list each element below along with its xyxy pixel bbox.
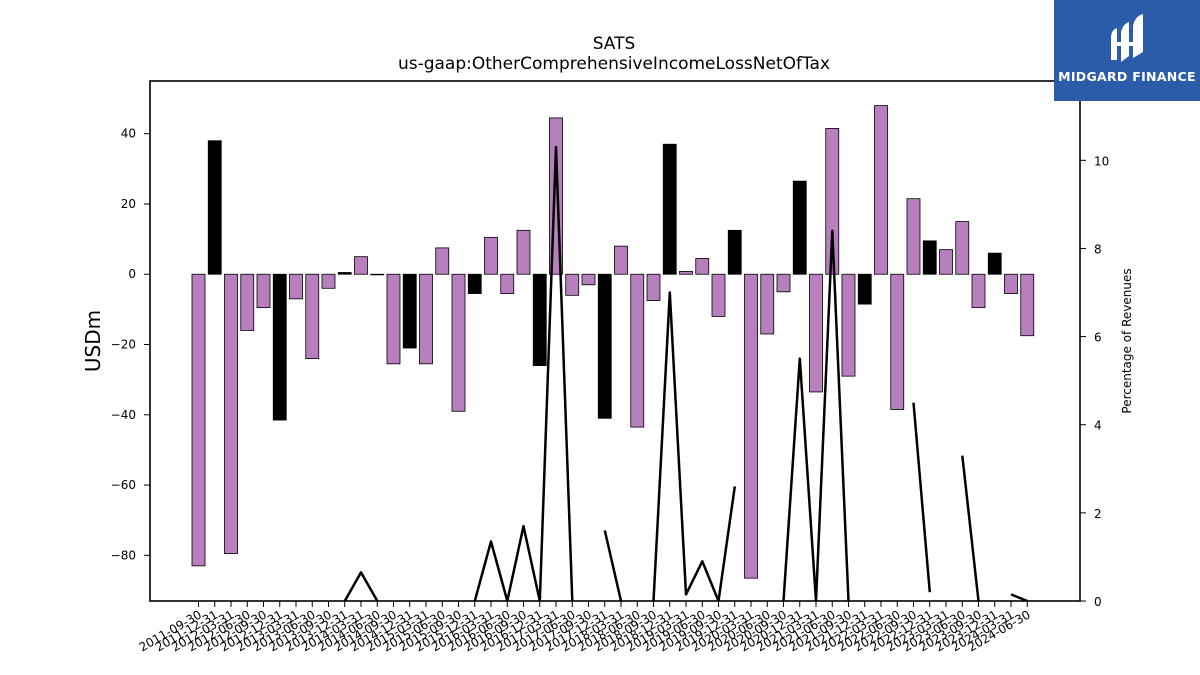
- bar: [467, 273, 482, 294]
- bar: [809, 273, 823, 393]
- bar: [224, 273, 238, 554]
- bar: [792, 180, 807, 275]
- bar: [207, 140, 222, 275]
- bar: [711, 273, 726, 317]
- bar: [939, 249, 953, 275]
- bar: [402, 273, 417, 349]
- bar: [240, 273, 255, 331]
- y2-axis: 0 2 4 6 8 10: [1080, 154, 1109, 609]
- y-tick-label: −60: [111, 478, 136, 492]
- bar: [614, 245, 628, 275]
- bar: [256, 273, 271, 309]
- bar: [857, 273, 872, 305]
- bar: [825, 128, 840, 275]
- bar: [516, 229, 531, 275]
- bar: [906, 198, 921, 275]
- percent-line-path: [343, 145, 1028, 601]
- bar: [272, 273, 287, 421]
- bar: [1004, 273, 1018, 294]
- bar: [565, 273, 580, 296]
- bar: [435, 247, 450, 275]
- y-axis-label: USDm: [81, 310, 105, 372]
- bar: [1020, 273, 1035, 337]
- bar: [971, 273, 986, 309]
- midgard-finance-logo: MIDGARD FINANCE: [1054, 0, 1200, 101]
- y-tick-label: 20: [121, 197, 136, 211]
- bar: [874, 105, 888, 275]
- y-tick-label: −40: [111, 408, 136, 422]
- x-axis: 2011-09-302011-12-312012-03-312012-06-30…: [137, 601, 1033, 654]
- bar: [191, 273, 206, 567]
- y-tick-label: 40: [121, 127, 136, 141]
- bars: [191, 105, 1035, 579]
- y2-tick-label: 8: [1094, 242, 1102, 256]
- bar: [841, 273, 856, 377]
- bar: [695, 258, 710, 275]
- bar: [370, 273, 385, 276]
- bar: [597, 273, 612, 419]
- bar: [581, 273, 596, 286]
- plot-frame: [149, 80, 1081, 602]
- bar: [727, 229, 742, 275]
- bar: [337, 272, 352, 275]
- y-tick-label: −80: [111, 548, 136, 562]
- bar: [305, 273, 320, 359]
- bar: [484, 236, 498, 275]
- bar: [630, 273, 645, 428]
- midgard-logo-icon: [1111, 14, 1143, 62]
- y-tick-label: 0: [128, 267, 136, 281]
- bar: [662, 143, 677, 275]
- bar: [955, 221, 970, 275]
- bar: [289, 273, 303, 300]
- y-axis: −80 −60 −40 −20 0 20 40: [111, 127, 150, 562]
- y2-tick-label: 2: [1094, 507, 1102, 521]
- y2-axis-label: Percentage of Revenues: [1120, 268, 1134, 413]
- bar: [386, 273, 401, 365]
- bar: [744, 273, 758, 579]
- bar: [419, 273, 433, 365]
- y2-tick-label: 4: [1094, 419, 1102, 433]
- y2-tick-label: 0: [1094, 595, 1102, 609]
- bar: [760, 273, 775, 335]
- chart-title: SATS: [593, 34, 636, 54]
- percent-line: [343, 145, 1028, 601]
- y-tick-label: −20: [111, 338, 136, 352]
- bar: [532, 273, 547, 366]
- bar: [451, 273, 466, 412]
- bar: [890, 273, 905, 410]
- chart-subtitle: us-gaap:OtherComprehensiveIncomeLossNetO…: [398, 54, 830, 74]
- bar: [776, 273, 791, 293]
- bar: [354, 256, 368, 275]
- y2-tick-label: 10: [1094, 154, 1109, 168]
- bar: [922, 240, 937, 275]
- logo-text: MIDGARD FINANCE: [1058, 69, 1196, 84]
- bar: [679, 271, 693, 275]
- y2-tick-label: 6: [1094, 331, 1102, 345]
- bar: [646, 273, 661, 301]
- bar: [987, 252, 1002, 275]
- bar: [321, 273, 336, 289]
- bar: [500, 273, 515, 294]
